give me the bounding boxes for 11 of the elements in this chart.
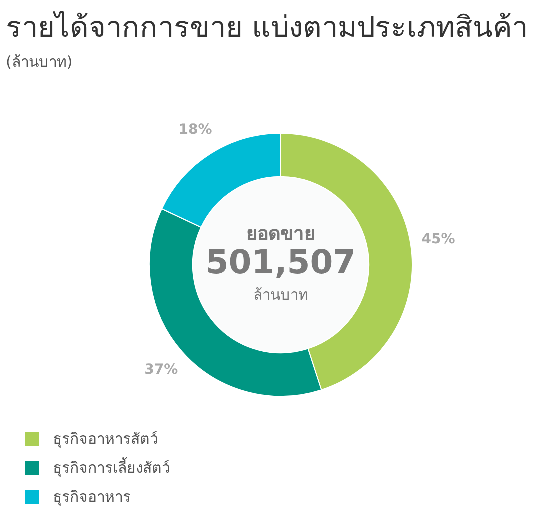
text: ล้านบาท — [254, 286, 308, 304]
text: ยอดขาย — [246, 222, 316, 245]
data-label: 45% — [422, 232, 456, 248]
legend-label: ธุรกิจอาหารสัตว์ — [53, 428, 158, 450]
legend-label: ธุรกิจอาหาร — [53, 486, 131, 508]
data-label: 18% — [178, 122, 212, 138]
legend-label: ธุรกิจการเลี้ยงสัตว์ — [53, 456, 170, 480]
chart-title: รายได้จากการขาย แบ่งตามประเภทสินค้า — [6, 9, 528, 46]
chart-subtitle: (ล้านบาท) — [6, 52, 73, 73]
data-label: 37% — [144, 362, 178, 378]
text: 501,507 — [206, 242, 356, 282]
